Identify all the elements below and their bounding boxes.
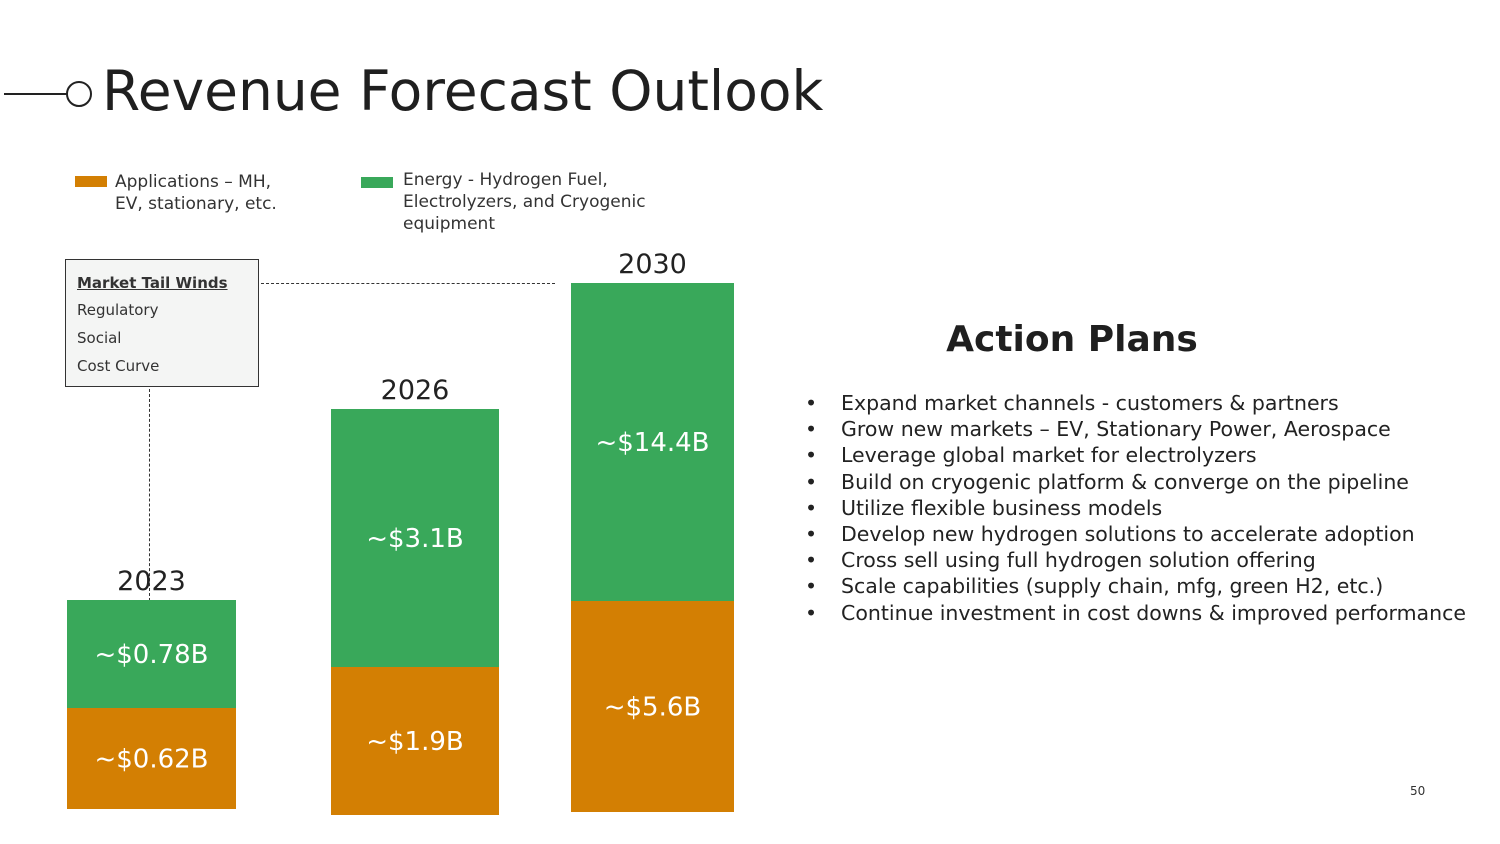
legend-label-applications: Applications – MH, EV, stationary, etc. [115,172,277,214]
tailwinds-item: Regulatory [77,301,159,319]
action-plan-item: Leverage global market for electrolyzers [805,442,1466,468]
title-accent-line [4,93,68,95]
bar-energy-2023 [67,600,236,708]
bar-applications-2030 [571,601,734,812]
page-number: 50 [1410,784,1426,798]
data-label-applications-2026: ~$1.9B [366,727,464,757]
tailwinds-connector-horizontal [261,283,555,284]
category-label-2026: 2026 [381,375,450,406]
category-label-2023: 2023 [117,566,186,597]
title-accent-circle [66,81,92,107]
data-label-energy-2026: ~$3.1B [366,524,464,554]
bar-energy-2026 [331,409,499,667]
action-plan-item: Continue investment in cost downs & impr… [805,600,1466,626]
page-title: Revenue Forecast Outlook [102,59,824,123]
bar-energy-2030 [571,283,734,601]
bar-applications-2023 [67,708,236,809]
data-label-energy-2023: ~$0.78B [94,640,208,670]
action-plan-item: Cross sell using full hydrogen solution … [805,547,1466,573]
revenue-stacked-bar-chart: 2023 ~$0.62B ~$0.78B 2026 ~$1.9B ~$3.1B 2030 ~$… [67,249,734,815]
data-label-energy-2030: ~$14.4B [595,428,709,458]
tailwinds-heading: Market Tail Winds [77,274,228,292]
action-plan-item: Expand market channels - customers & par… [805,390,1466,416]
legend-swatch-applications [75,176,107,187]
legend-label-energy: Energy - Hydrogen Fuel, Electrolyzers, a… [403,170,646,234]
action-plans-title: Action Plans [946,319,1198,360]
tailwinds-item: Cost Curve [77,357,160,375]
action-plan-item: Build on cryogenic platform & converge o… [805,469,1466,495]
category-label-2030: 2030 [618,249,687,280]
action-plan-item: Utilize flexible business models [805,495,1466,521]
action-plan-item: Scale capabilities (supply chain, mfg, g… [805,573,1466,599]
bar-applications-2026 [331,667,499,815]
data-label-applications-2030: ~$5.6B [604,693,702,723]
tailwinds-item: Social [77,329,122,347]
action-plan-item: Grow new markets – EV, Stationary Power,… [805,416,1466,442]
market-tailwinds-box: Market Tail Winds Regulatory Social Cost… [65,259,259,387]
data-label-applications-2023: ~$0.62B [94,745,208,775]
tailwinds-connector-vertical [149,389,150,601]
legend-swatch-energy [361,177,393,188]
action-plan-item: Develop new hydrogen solutions to accele… [805,521,1466,547]
action-plans-list: Expand market channels - customers & par… [805,390,1466,626]
